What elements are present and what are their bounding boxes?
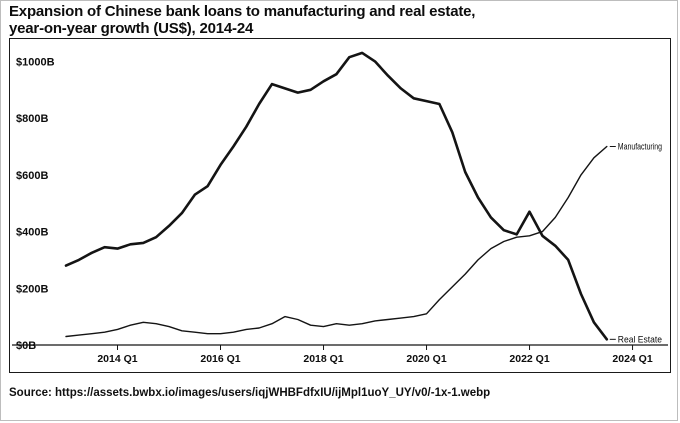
chart-title: Expansion of Chinese bank loans to manuf… <box>9 3 673 38</box>
y-tick-label: $1000B <box>16 56 55 68</box>
series-end-label-manufacturing: Manufacturing <box>618 142 662 152</box>
series-end-label-real-estate: Real Estate <box>618 334 662 344</box>
y-tick-label: $400B <box>16 227 48 239</box>
source-caption: Source: https://assets.bwbx.io/images/us… <box>9 387 491 399</box>
x-tick-label: 2014 Q1 <box>97 353 137 365</box>
y-tick-label: $200B <box>16 283 48 295</box>
chart-title-line1: Expansion of Chinese bank loans to manuf… <box>9 3 476 20</box>
plot-area: $0B $200B $400B $600B $800B $1000B 2014 Q1 2016… <box>9 38 671 373</box>
series-real-estate-line <box>64 51 609 341</box>
y-tick-label: $600B <box>16 170 48 182</box>
series-manufacturing-line <box>65 145 608 338</box>
y-tick-label: $800B <box>16 113 48 125</box>
x-tick-label: 2022 Q1 <box>509 353 549 365</box>
y-tick-label: $0B <box>16 340 36 352</box>
x-tick-label: 2020 Q1 <box>406 353 446 365</box>
chart-title-line2: year-on-year growth (US$), 2014-24 <box>9 20 254 38</box>
x-tick-label: 2024 Q1 <box>612 353 652 365</box>
x-tick-label: 2018 Q1 <box>303 353 343 365</box>
line-chart: $0B $200B $400B $600B $800B $1000B 2014 Q1 2016… <box>12 51 668 365</box>
x-tick-label: 2016 Q1 <box>200 353 240 365</box>
